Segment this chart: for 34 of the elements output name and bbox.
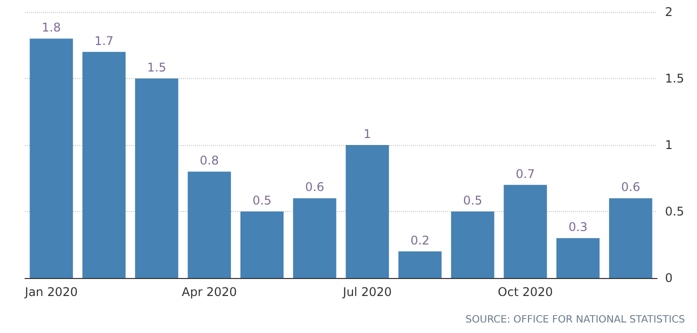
data-label: 0.8 <box>200 154 219 168</box>
data-label: 0.7 <box>516 166 535 181</box>
data-label: 0.2 <box>410 233 430 248</box>
bar <box>240 212 284 278</box>
data-label: 0.5 <box>252 194 272 208</box>
bar <box>504 184 547 278</box>
bar <box>293 198 336 278</box>
source-note: SOURCE: OFFICE FOR NATIONAL STATISTICS <box>466 314 686 326</box>
data-label: 1.7 <box>94 34 114 48</box>
data-label: 0.6 <box>305 180 324 194</box>
data-label: 0.6 <box>621 180 640 194</box>
bar <box>556 238 600 278</box>
data-label: 1.5 <box>147 60 166 74</box>
x-tick-label: Apr 2020 <box>182 285 237 299</box>
data-label: 1.8 <box>42 20 61 35</box>
x-tick-label: Jan 2020 <box>24 285 78 299</box>
data-label: 0.5 <box>463 194 482 208</box>
y-tick-label: 0.5 <box>665 204 684 218</box>
y-tick-label: 2 <box>665 5 673 19</box>
y-tick-label: 0 <box>665 271 673 285</box>
y-tick-label: 1 <box>665 138 673 152</box>
bar <box>398 251 442 278</box>
bar <box>30 38 73 278</box>
data-label: 0.3 <box>568 220 588 234</box>
data-label: 1 <box>364 127 372 141</box>
bar <box>82 52 126 278</box>
bar <box>188 172 231 278</box>
x-tick-label: Jul 2020 <box>342 285 392 299</box>
bar <box>346 145 389 278</box>
y-tick-label: 1.5 <box>665 72 684 86</box>
bar <box>451 212 494 278</box>
x-tick-label: Oct 2020 <box>498 285 553 299</box>
bar <box>609 198 652 278</box>
bar <box>135 78 178 278</box>
